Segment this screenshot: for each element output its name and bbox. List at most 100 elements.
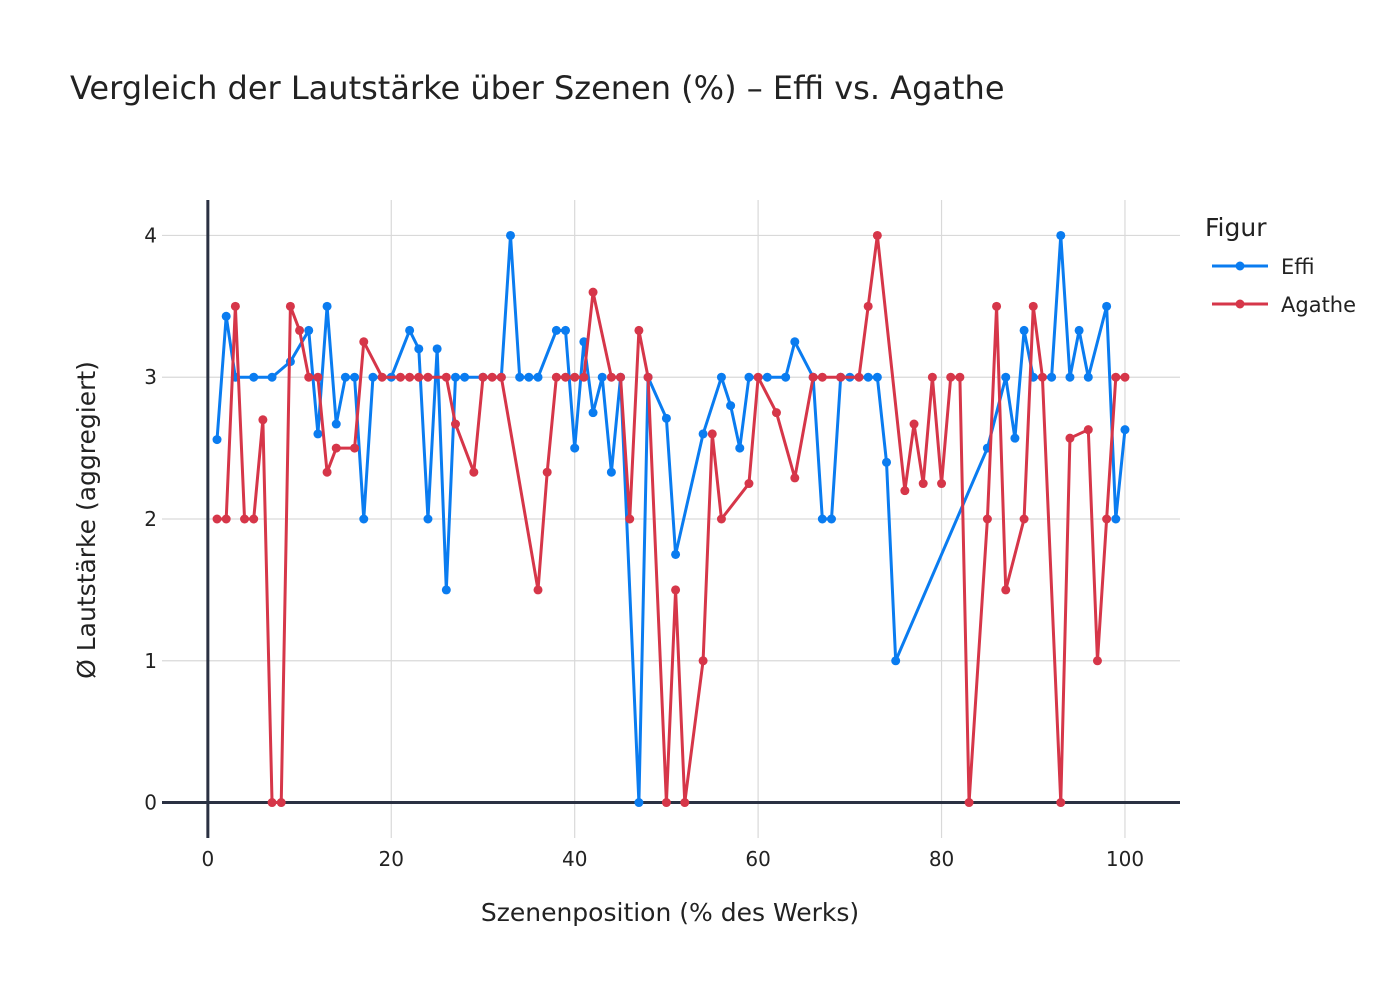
point-agathe-54[interactable] bbox=[698, 656, 708, 666]
point-agathe-47[interactable] bbox=[634, 325, 644, 335]
point-agathe-55[interactable] bbox=[707, 429, 717, 439]
point-effi-43[interactable] bbox=[597, 372, 607, 382]
point-effi-13[interactable] bbox=[322, 301, 332, 311]
point-agathe-6[interactable] bbox=[258, 415, 268, 425]
point-agathe-9[interactable] bbox=[285, 301, 295, 311]
point-agathe-3[interactable] bbox=[230, 301, 240, 311]
point-agathe-27[interactable] bbox=[450, 419, 460, 429]
point-effi-72[interactable] bbox=[863, 372, 873, 382]
point-agathe-69[interactable] bbox=[836, 372, 846, 382]
point-agathe-89[interactable] bbox=[1019, 514, 1029, 524]
point-effi-42[interactable] bbox=[588, 408, 598, 418]
point-effi-47[interactable] bbox=[634, 798, 644, 808]
point-agathe-71[interactable] bbox=[854, 372, 864, 382]
point-agathe-79[interactable] bbox=[927, 372, 937, 382]
point-effi-99[interactable] bbox=[1111, 514, 1121, 524]
point-effi-93[interactable] bbox=[1056, 230, 1066, 240]
point-agathe-83[interactable] bbox=[964, 798, 974, 808]
point-agathe-36[interactable] bbox=[533, 585, 543, 595]
point-effi-15[interactable] bbox=[340, 372, 350, 382]
point-effi-27[interactable] bbox=[450, 372, 460, 382]
point-effi-94[interactable] bbox=[1065, 372, 1075, 382]
point-effi-59[interactable] bbox=[744, 372, 754, 382]
point-effi-74[interactable] bbox=[882, 457, 892, 467]
point-agathe-66[interactable] bbox=[808, 372, 818, 382]
point-agathe-50[interactable] bbox=[661, 798, 671, 808]
point-effi-18[interactable] bbox=[368, 372, 378, 382]
point-agathe-12[interactable] bbox=[313, 372, 323, 382]
legend-item-agathe[interactable]: Agathe bbox=[1212, 293, 1356, 317]
point-effi-63[interactable] bbox=[781, 372, 791, 382]
point-effi-36[interactable] bbox=[533, 372, 543, 382]
point-effi-64[interactable] bbox=[790, 337, 800, 347]
point-agathe-24[interactable] bbox=[423, 372, 433, 382]
point-agathe-37[interactable] bbox=[542, 467, 552, 477]
point-agathe-99[interactable] bbox=[1111, 372, 1121, 382]
point-effi-88[interactable] bbox=[1010, 433, 1020, 443]
point-agathe-30[interactable] bbox=[478, 372, 488, 382]
point-effi-95[interactable] bbox=[1074, 325, 1084, 335]
point-effi-61[interactable] bbox=[762, 372, 772, 382]
point-effi-35[interactable] bbox=[524, 372, 534, 382]
point-effi-28[interactable] bbox=[460, 372, 470, 382]
point-effi-89[interactable] bbox=[1019, 325, 1029, 335]
point-effi-7[interactable] bbox=[267, 372, 277, 382]
point-agathe-93[interactable] bbox=[1056, 798, 1066, 808]
point-agathe-26[interactable] bbox=[441, 372, 451, 382]
point-effi-11[interactable] bbox=[304, 325, 314, 335]
point-agathe-67[interactable] bbox=[817, 372, 827, 382]
point-agathe-100[interactable] bbox=[1120, 372, 1130, 382]
point-effi-5[interactable] bbox=[249, 372, 259, 382]
point-effi-25[interactable] bbox=[432, 344, 442, 354]
point-agathe-86[interactable] bbox=[992, 301, 1002, 311]
point-agathe-41[interactable] bbox=[579, 372, 589, 382]
legend-item-effi[interactable]: Effi bbox=[1212, 255, 1315, 279]
point-agathe-42[interactable] bbox=[588, 287, 598, 297]
point-agathe-8[interactable] bbox=[276, 798, 286, 808]
point-agathe-10[interactable] bbox=[295, 325, 305, 335]
point-agathe-62[interactable] bbox=[771, 408, 781, 418]
point-agathe-7[interactable] bbox=[267, 798, 277, 808]
point-agathe-13[interactable] bbox=[322, 467, 332, 477]
point-agathe-4[interactable] bbox=[240, 514, 250, 524]
point-agathe-16[interactable] bbox=[350, 443, 360, 453]
point-effi-98[interactable] bbox=[1102, 301, 1112, 311]
point-agathe-76[interactable] bbox=[900, 486, 910, 496]
point-agathe-29[interactable] bbox=[469, 467, 479, 477]
point-effi-87[interactable] bbox=[1001, 372, 1011, 382]
point-agathe-96[interactable] bbox=[1083, 425, 1093, 435]
point-effi-22[interactable] bbox=[405, 325, 415, 335]
point-agathe-56[interactable] bbox=[716, 514, 726, 524]
point-agathe-46[interactable] bbox=[625, 514, 635, 524]
point-agathe-48[interactable] bbox=[643, 372, 653, 382]
point-effi-92[interactable] bbox=[1047, 372, 1057, 382]
point-effi-44[interactable] bbox=[606, 467, 616, 477]
point-effi-73[interactable] bbox=[872, 372, 882, 382]
point-agathe-73[interactable] bbox=[872, 230, 882, 240]
point-agathe-5[interactable] bbox=[249, 514, 259, 524]
point-effi-16[interactable] bbox=[350, 372, 360, 382]
point-agathe-11[interactable] bbox=[304, 372, 314, 382]
point-agathe-17[interactable] bbox=[359, 337, 369, 347]
point-agathe-81[interactable] bbox=[946, 372, 956, 382]
point-effi-34[interactable] bbox=[515, 372, 525, 382]
point-effi-75[interactable] bbox=[891, 656, 901, 666]
point-agathe-98[interactable] bbox=[1102, 514, 1112, 524]
point-agathe-21[interactable] bbox=[395, 372, 405, 382]
point-effi-58[interactable] bbox=[735, 443, 745, 453]
point-agathe-82[interactable] bbox=[955, 372, 965, 382]
point-effi-50[interactable] bbox=[661, 413, 671, 423]
point-effi-40[interactable] bbox=[570, 443, 580, 453]
point-effi-38[interactable] bbox=[551, 325, 561, 335]
point-agathe-14[interactable] bbox=[331, 443, 341, 453]
point-effi-67[interactable] bbox=[817, 514, 827, 524]
point-agathe-60[interactable] bbox=[753, 372, 763, 382]
point-agathe-44[interactable] bbox=[606, 372, 616, 382]
point-effi-14[interactable] bbox=[331, 419, 341, 429]
point-effi-39[interactable] bbox=[561, 325, 571, 335]
point-agathe-40[interactable] bbox=[570, 372, 580, 382]
point-agathe-2[interactable] bbox=[221, 514, 231, 524]
point-agathe-90[interactable] bbox=[1028, 301, 1038, 311]
point-agathe-52[interactable] bbox=[680, 798, 690, 808]
point-agathe-91[interactable] bbox=[1037, 372, 1047, 382]
